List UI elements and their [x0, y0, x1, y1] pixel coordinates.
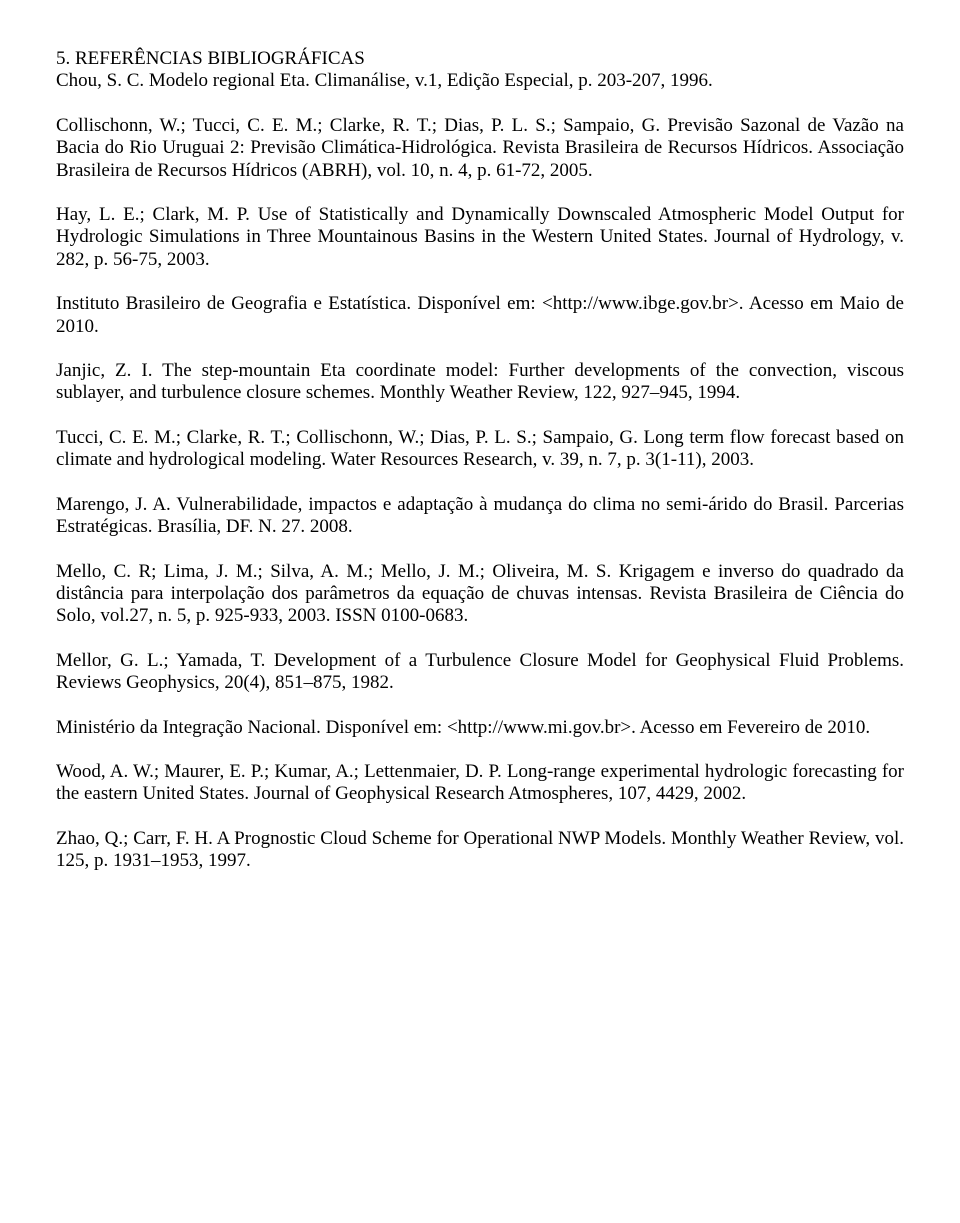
reference-item: Ministério da Integração Nacional. Dispo… [56, 717, 904, 739]
section-heading: 5. REFERÊNCIAS BIBLIOGRÁFICAS [56, 48, 904, 70]
reference-item: Wood, A. W.; Maurer, E. P.; Kumar, A.; L… [56, 761, 904, 806]
reference-item: Zhao, Q.; Carr, F. H. A Prognostic Cloud… [56, 828, 904, 873]
reference-item: Janjic, Z. I. The step-mountain Eta coor… [56, 360, 904, 405]
reference-item: Mellor, G. L.; Yamada, T. Development of… [56, 650, 904, 695]
reference-item: Hay, L. E.; Clark, M. P. Use of Statisti… [56, 204, 904, 271]
reference-item: Marengo, J. A. Vulnerabilidade, impactos… [56, 494, 904, 539]
reference-item: Mello, C. R; Lima, J. M.; Silva, A. M.; … [56, 561, 904, 628]
reference-item: Tucci, C. E. M.; Clarke, R. T.; Collisch… [56, 427, 904, 472]
reference-item: Chou, S. C. Modelo regional Eta. Climaná… [56, 70, 904, 92]
reference-item: Instituto Brasileiro de Geografia e Esta… [56, 293, 904, 338]
reference-item: Collischonn, W.; Tucci, C. E. M.; Clarke… [56, 115, 904, 182]
